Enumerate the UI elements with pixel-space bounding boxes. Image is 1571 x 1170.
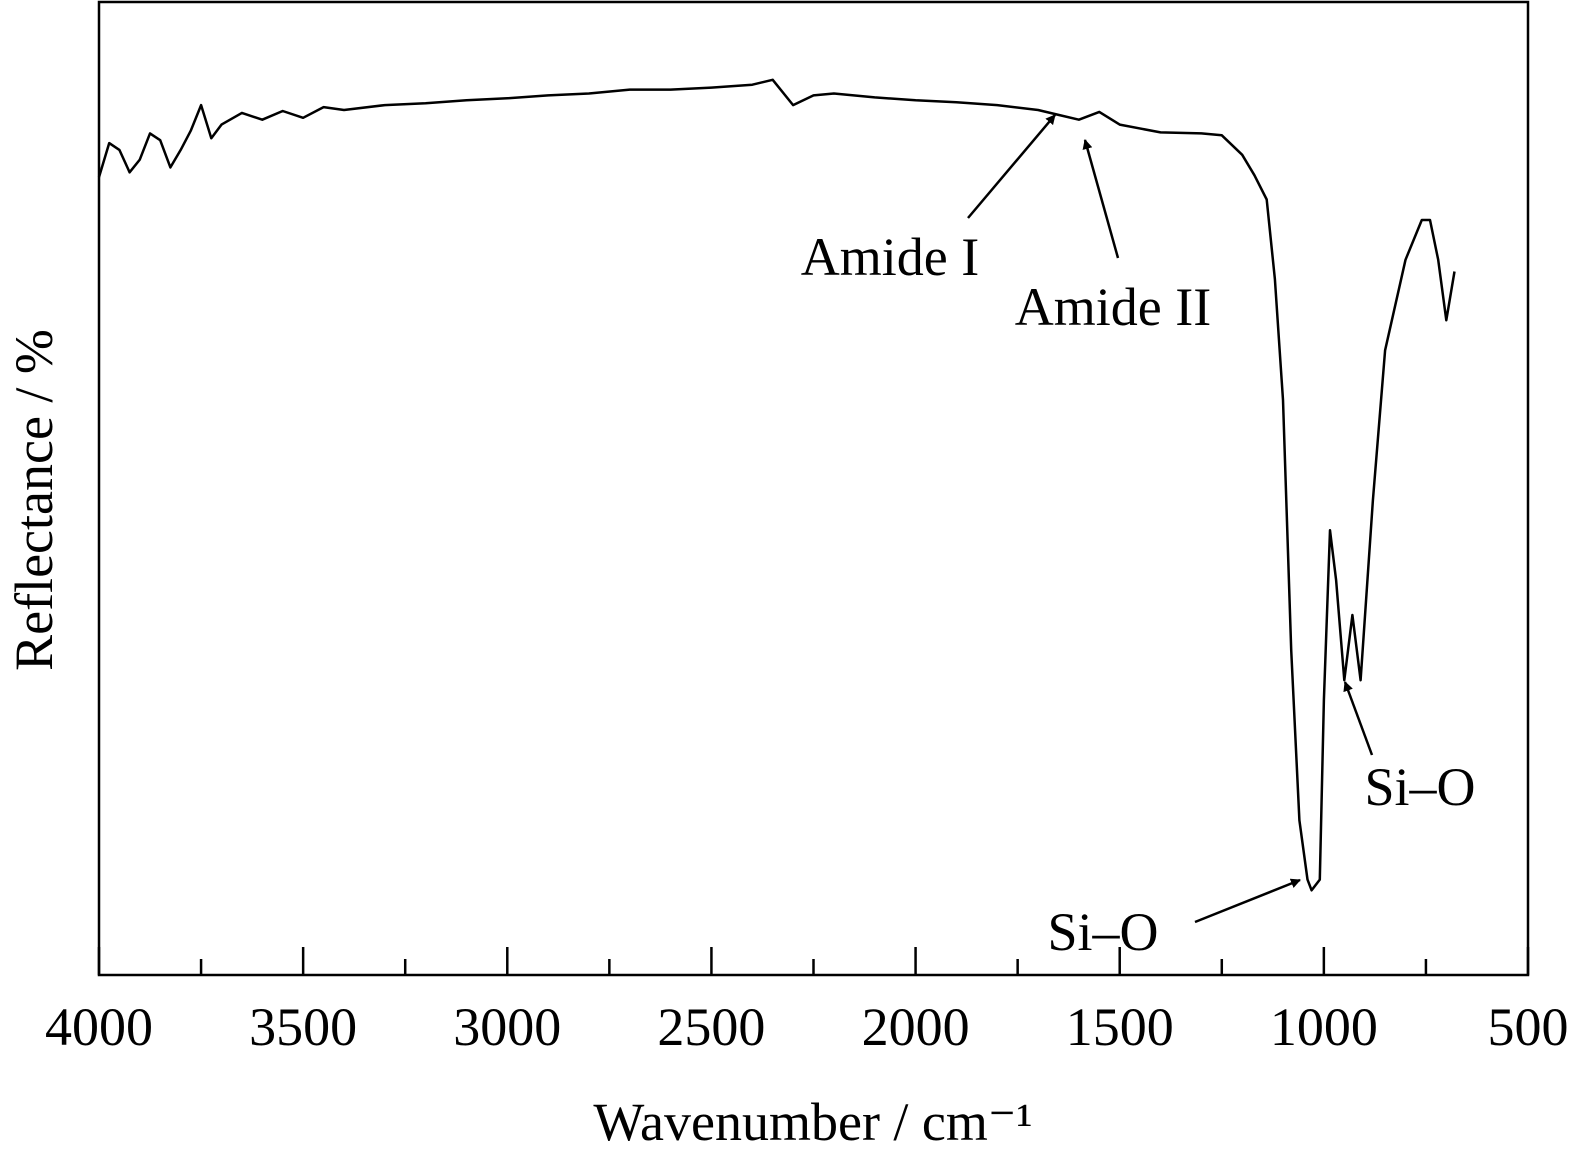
annotation-arrow bbox=[1194, 878, 1301, 924]
x-tick-label: 3000 bbox=[453, 997, 561, 1057]
annotation-arrow bbox=[1082, 139, 1120, 259]
x-tick-label: 2000 bbox=[862, 997, 970, 1057]
x-tick-label: 500 bbox=[1488, 997, 1569, 1057]
x-tick-label: 1000 bbox=[1270, 997, 1378, 1057]
annotation-arrow bbox=[1343, 681, 1374, 756]
spectrum-line bbox=[97, 78, 1456, 892]
x-tick-label: 4000 bbox=[45, 997, 153, 1057]
annotation-arrow bbox=[967, 114, 1056, 219]
annotation: Amide I bbox=[801, 227, 979, 287]
x-tick-label: 2500 bbox=[657, 997, 765, 1057]
x-tick-label: 3500 bbox=[249, 997, 357, 1057]
y-axis-label: Reflectance / % bbox=[4, 329, 64, 671]
x-axis-label: Wavenumber / cm⁻¹ bbox=[593, 1092, 1032, 1152]
plot-frame bbox=[97, 0, 1530, 977]
annotation: Amide II bbox=[1015, 277, 1211, 337]
annotation: Si–O bbox=[1364, 757, 1475, 817]
x-tick-label: 1500 bbox=[1066, 997, 1174, 1057]
annotation: Si–O bbox=[1047, 902, 1158, 962]
